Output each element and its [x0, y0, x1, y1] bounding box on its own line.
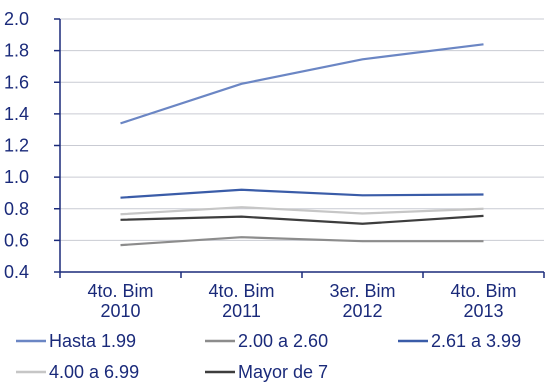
legend-label: 4.00 a 6.99 — [49, 362, 139, 382]
legend-label: 2.00 a 2.60 — [238, 331, 328, 351]
series-line-2 — [120, 236, 484, 247]
series-lines — [120, 43, 484, 247]
y-tick-label: 1.4 — [4, 104, 29, 124]
y-tick-label: 0.4 — [4, 262, 29, 282]
x-tick-label: 4to. Bim 2013 — [450, 281, 516, 321]
y-axis: 0.4 0.6 0.8 1.0 1.2 1.4 1.6 1.8 2.0 — [4, 9, 61, 282]
legend-item: 4.00 a 6.99 — [16, 362, 139, 382]
x-tick-label: 4to. Bim 2010 — [87, 281, 153, 321]
y-tick-label: 1.8 — [4, 41, 29, 61]
series-line-4 — [120, 206, 484, 216]
legend-item: Hasta 1.99 — [16, 331, 136, 351]
y-tick-label: 1.0 — [4, 167, 29, 187]
legend-item: 2.61 a 3.99 — [398, 331, 521, 351]
y-tick-label: 1.6 — [4, 72, 29, 92]
x-tick-label: 3er. Bim 2012 — [329, 281, 395, 321]
gridlines — [60, 18, 544, 273]
x-axis: 4to. Bim 2010 4to. Bim 2011 3er. Bim 2012 4to.… — [59, 271, 545, 321]
y-tick-label: 2.0 — [4, 9, 29, 29]
series-line-5 — [120, 214, 484, 225]
x-tick-label: 4to. Bim 2011 — [208, 281, 274, 321]
legend-item: 2.00 a 2.60 — [205, 331, 328, 351]
series-line-1 — [120, 43, 484, 125]
legend-label: 2.61 a 3.99 — [431, 331, 521, 351]
y-tick-label: 0.8 — [4, 199, 29, 219]
legend-label: Hasta 1.99 — [49, 331, 136, 351]
legend-item: Mayor de 7 — [205, 362, 328, 382]
legend: Hasta 1.99 2.00 a 2.60 2.61 a 3.99 4.00 a 6… — [16, 331, 521, 382]
y-tick-label: 0.6 — [4, 230, 29, 250]
y-tick-label: 1.2 — [4, 136, 29, 156]
series-line-3 — [120, 188, 484, 199]
legend-label: Mayor de 7 — [238, 362, 328, 382]
